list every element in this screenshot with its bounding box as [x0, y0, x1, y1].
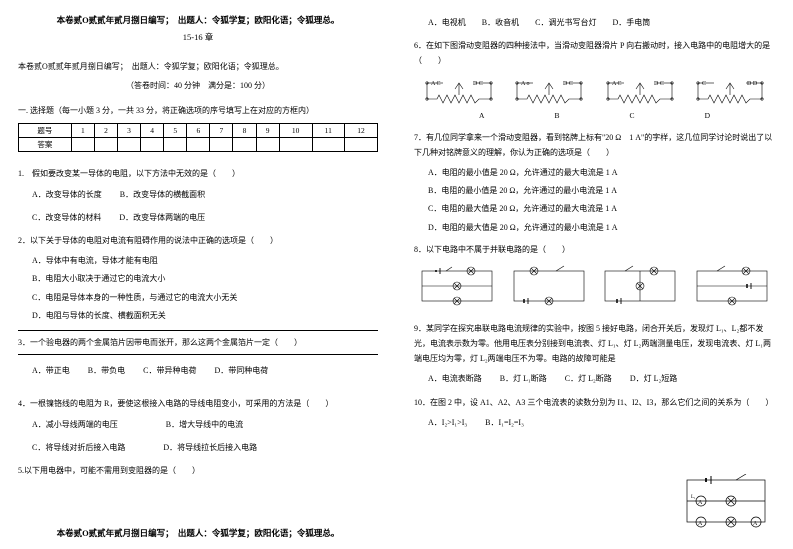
- rheostat-icon: A oD C: [509, 75, 589, 109]
- q8-stem: 8．以下电路中不属于并联电路的是（ ）: [414, 242, 775, 257]
- q5-opts: A．电视机B．收音机C．调光书写台灯D．手电筒: [414, 15, 775, 30]
- q6-labels: ABCD: [414, 111, 775, 120]
- q2-optB: B．电阻大小取决于通过它的电流大小: [18, 271, 378, 286]
- answer-table: 题号 1 2 3 4 5 6 7 8 9 10 11 12 答案: [18, 123, 378, 152]
- q2-stem: 2．以下关于导体的电阻对电流有阻碍作用的说法中正确的选项是（ ）: [18, 233, 378, 248]
- row-label: 题号: [19, 124, 72, 138]
- rheostat-icon: A CD C: [419, 75, 499, 109]
- q7-optA: A．电阻的最小值是 20 Ω，允许通过的最大电流是 1 A: [414, 165, 775, 180]
- svg-text:D C: D C: [563, 81, 573, 87]
- svg-text:A: A: [753, 521, 758, 527]
- header-top: 本卷贰O贰贰年贰月捌日编写； 出题人：令狐学复；欧阳化语；令狐理总。: [18, 15, 378, 27]
- chapter-title: 15-16 章: [18, 31, 378, 43]
- q9-opts: A．电流表断路B．灯 L₁断路C．灯 L₂断路D．灯 L₂短路: [414, 371, 775, 386]
- svg-text:L₁: L₁: [691, 495, 696, 500]
- q7-optB: B．电阻的最小值是 20 Ω，允许通过的最小电流是 1 A: [414, 183, 775, 198]
- q5-stem: 5.以下用电器中，可能不需用到变阻器的是（ ）: [18, 463, 378, 478]
- sub-header: 本卷贰O贰贰年贰月捌日编写； 出题人：令狐学复；欧阳化语；令狐理总。: [18, 61, 378, 74]
- svg-text:D D: D D: [747, 81, 758, 87]
- q1-stem: 1. 假如要改变某一导体的电阻，以下方法中无效的是（ ）: [18, 166, 378, 181]
- q3-opts: A．带正电B．带负电C．带异种电荷D．带同种电荷: [18, 363, 378, 378]
- q7-optD: D．电阻的最大值是 20 Ω，允许通过的最小电流是 1 A: [414, 220, 775, 235]
- rheostat-icon: CD D: [690, 75, 770, 109]
- svg-text:D C: D C: [473, 81, 483, 87]
- q2-optD: D．电阻与导体的长度、横截面积无关: [18, 308, 378, 323]
- q2-optC: C．电阻是导体本身的一种性质，与通过它的电流大小无关: [18, 290, 378, 305]
- q7-optC: C．电阻的最大值是 20 Ω，允许通过的最大电流是 1 A: [414, 201, 775, 216]
- svg-text:C: C: [702, 81, 706, 87]
- q6-figures: A CD C A oD C: [414, 75, 775, 109]
- q3-box: 3．一个验电器的两个金属箔片因带电而张开，那么这两个金属箔片一定（ ）: [18, 330, 378, 355]
- q8-figures: [414, 265, 775, 307]
- circuit-icon: [416, 265, 498, 307]
- time-line: （答卷时间：40 分钟 满分是：100 分）: [18, 80, 378, 91]
- q2-optA: A．导体中有电流，导体才能有电阻: [18, 253, 378, 268]
- svg-text:D C: D C: [654, 81, 664, 87]
- rheostat-icon: A CD C: [600, 75, 680, 109]
- q4-opts-1: A．减小导线两端的电压B．增大导线中的电流: [18, 417, 378, 432]
- q1-opts-2: C．改变导体的材料D．改变导体两端的电压: [18, 210, 378, 225]
- footer-left: 本卷贰O贰贰年贰月捌日编写； 出题人：令狐学复；欧阳化语；令狐理总。: [18, 527, 378, 539]
- circuit-diagram-icon: A L₁ A A: [681, 474, 771, 529]
- svg-text:A: A: [698, 521, 703, 527]
- right-column: A．电视机B．收音机C．调光书写台灯D．手电筒 6．在如下图滑动变阻器的四种接法…: [396, 0, 793, 549]
- circuit-icon: [691, 265, 773, 307]
- section-1-title: 一. 选择题（每一小题 3 分，一共 33 分，将正确选项的序号填写上在对应的方…: [18, 105, 378, 118]
- table-row: 答案: [19, 138, 378, 152]
- left-column: 本卷贰O贰贰年贰月捌日编写； 出题人：令狐学复；欧阳化语；令狐理总。 15-16…: [0, 0, 396, 549]
- q3-stem: 3．一个验电器的两个金属箔片因带电而张开，那么这两个金属箔片一定（ ）: [18, 335, 378, 350]
- svg-text:A o: A o: [521, 81, 530, 87]
- q6-stem: 6．在如下图滑动变阻器的四种接法中，当滑动变阻器滑片 P 向右搬动时，接入电路中…: [414, 38, 775, 68]
- svg-text:A C: A C: [612, 81, 622, 87]
- q7-stem: 7．有几位同学拿来一个滑动变阻器，看到铭牌上标有"20 Ω 1 A"的字样，这几…: [414, 130, 775, 160]
- circuit-icon: [508, 265, 590, 307]
- q9-stem: 9．某同学在探究串联电路电流规律的实验中，按图 5 接好电路，闭合开关后，发现灯…: [414, 321, 775, 367]
- table-row: 题号 1 2 3 4 5 6 7 8 9 10 11 12: [19, 124, 378, 138]
- circuit-icon: [599, 265, 681, 307]
- q10-opts: A．I₂>I₁>I₃B．I₁=I₂=I₃: [414, 415, 775, 430]
- row-label: 答案: [19, 138, 72, 152]
- q4-opts-2: C．将导线对折后接入电路D．将导线拉长后接入电路: [18, 440, 378, 455]
- q1-opts-1: A．改变导体的长度B．改变导体的横截面积: [18, 187, 378, 202]
- q10-stem: 10．在图 2 中，设 A1、A2、A3 三个电流表的读数分别为 I1、I2、I…: [414, 395, 775, 410]
- svg-text:A C: A C: [431, 81, 441, 87]
- q4-stem: 4．一根镍铬线的电阻为 R，要使这根接入电路的导线电阻变小，可采用的方法是（ ）: [18, 396, 378, 411]
- svg-text:A: A: [698, 500, 703, 506]
